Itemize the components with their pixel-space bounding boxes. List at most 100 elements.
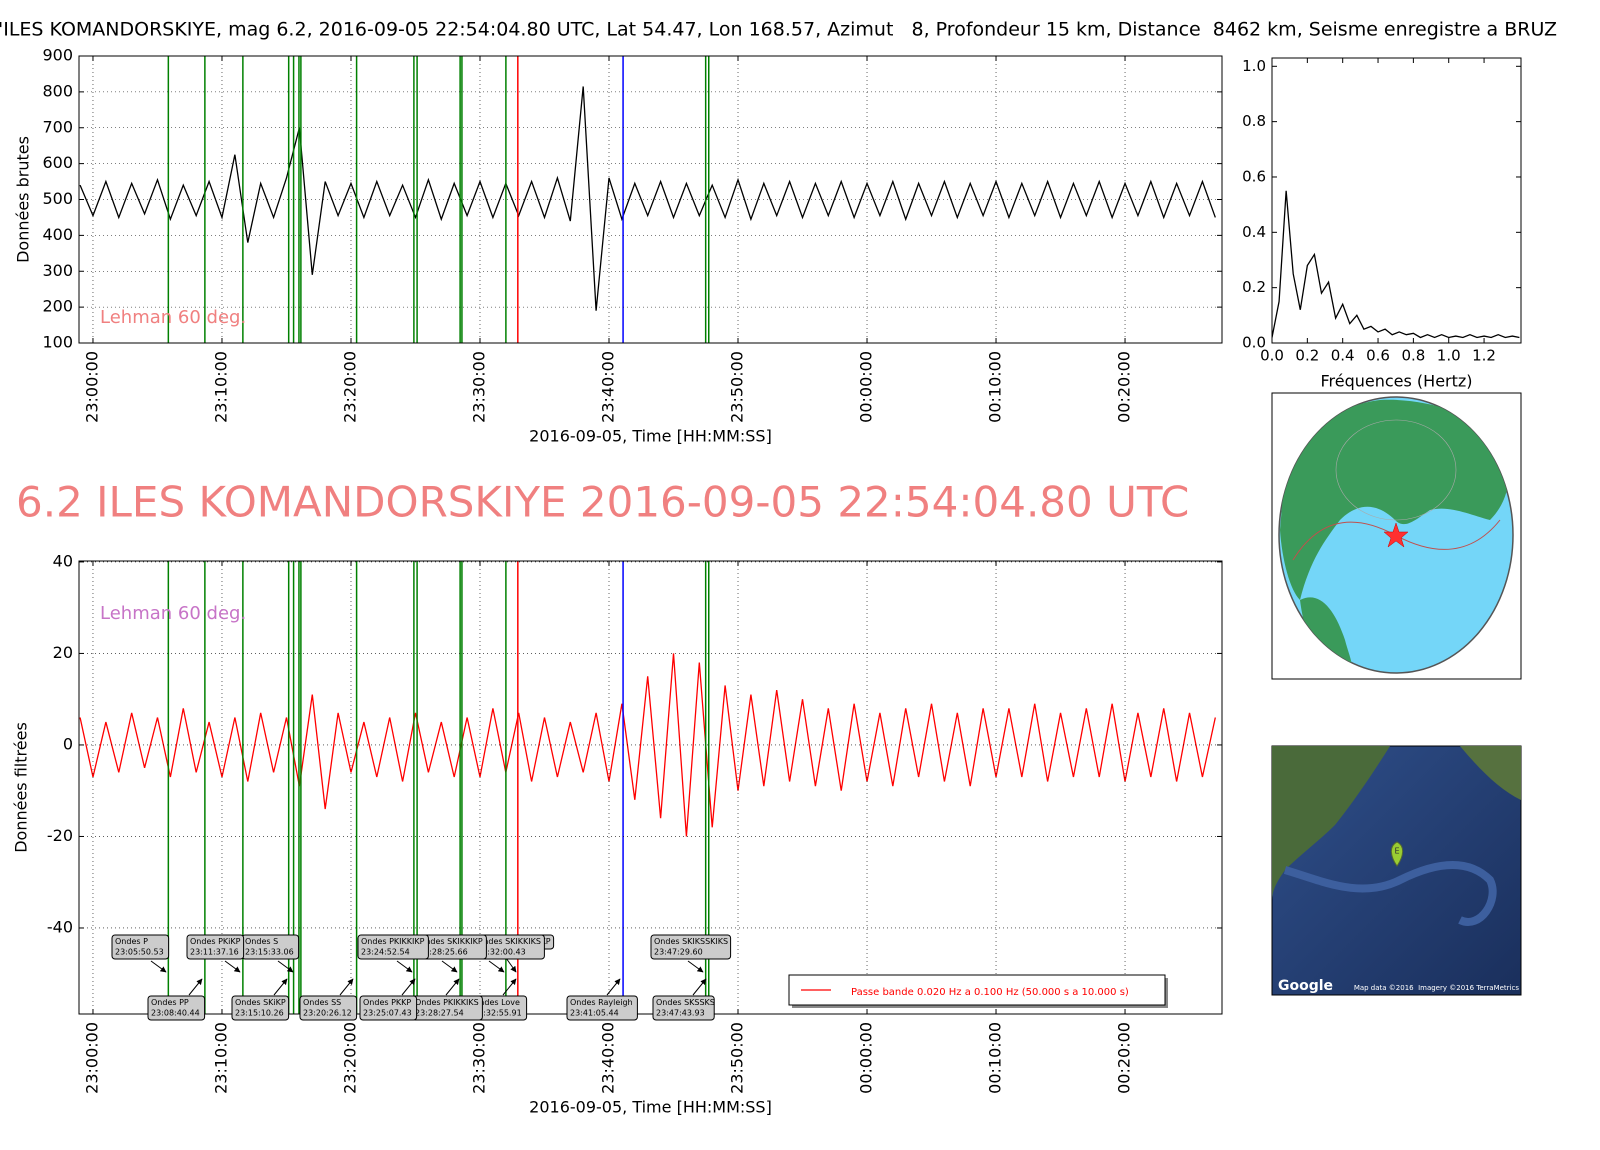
phase-time: 23:15:10.26: [235, 1009, 284, 1018]
globe-map: [1271, 392, 1522, 680]
x-axis-label: 2016-09-05, Time [HH:MM:SS]: [529, 427, 772, 446]
phase-label-box: [566, 995, 638, 1021]
phase-label-box: [111, 934, 170, 960]
x-tick-label: 23:50:00: [728, 351, 747, 423]
phase-time: 23:11:37.16: [190, 948, 239, 957]
phase-label-box: [650, 934, 732, 960]
y-tick-label: 0.2: [1242, 278, 1266, 296]
phase-name: Ondes PKIKKIKS: [415, 998, 479, 1007]
phase-arrow: [401, 978, 416, 996]
y-tick-label: 600: [42, 153, 73, 172]
y-tick-label: 40: [53, 551, 73, 570]
phase-label-box: [231, 995, 290, 1021]
phase-name: Ondes SKSSKS: [656, 998, 715, 1007]
figure-title: 'ILES KOMANDORSKIYE, mag 6.2, 2016-09-05…: [0, 19, 1557, 41]
phase-name: Ondes SKIKSSKIKS: [654, 937, 728, 946]
phase-label-box: [652, 995, 715, 1021]
phase-name: Ondes PKKP: [363, 998, 411, 1007]
phase-arrow: [339, 978, 354, 996]
x-tick-label: 00:00:00: [857, 351, 876, 423]
y-tick-label: 200: [42, 297, 73, 316]
phase-time: 23:47:43.93: [656, 1009, 705, 1018]
y-tick-label: 0.8: [1242, 112, 1266, 130]
x-tick-label: 23:40:00: [599, 1022, 618, 1094]
data-line: [79, 653, 1216, 837]
phase-label-box: [299, 995, 358, 1021]
x-tick-label: 00:20:00: [1115, 351, 1134, 423]
x-tick-label: 00:10:00: [986, 351, 1005, 423]
x-tick-label: 0.2: [1295, 347, 1319, 365]
phase-arrow: [188, 978, 203, 996]
phase-name: Ondes SKIKKIKS: [477, 937, 541, 946]
legend-box: [788, 974, 1166, 1006]
y-tick-label: -20: [47, 826, 73, 845]
y-tick-label: 0: [63, 734, 73, 753]
x-tick-label: 00:10:00: [986, 1022, 1005, 1094]
y-tick-label: 0.4: [1242, 223, 1266, 241]
phase-time: 23:05:50.53: [115, 948, 164, 957]
phase-time: 23:32:00.43: [477, 948, 526, 957]
x-axis-label: 2016-09-05, Time [HH:MM:SS]: [529, 1098, 772, 1117]
map-attribution: Map data ©2016 Imagery ©2016 TerraMetric…: [1354, 984, 1520, 992]
phase-arrow: [396, 960, 413, 973]
annotation: Lehman 60 deg.: [100, 307, 246, 328]
phase-name: Ondes P: [115, 937, 148, 946]
phase-label-box: [186, 934, 245, 960]
x-tick-label: 00:20:00: [1115, 1022, 1134, 1094]
y-tick-label: 100: [42, 333, 73, 352]
satellite-map: E Google Map data ©2016 Imagery ©2016 Te…: [1271, 745, 1522, 996]
data-line: [1272, 190, 1520, 339]
x-tick-label: 23:00:00: [82, 1022, 101, 1094]
y-tick-label: 700: [42, 117, 73, 136]
phase-arrow: [150, 960, 167, 973]
phase-name: Ondes Rayleigh: [570, 998, 633, 1007]
phase-time: 23:15:33.06: [245, 948, 294, 957]
phase-time: 23:28:27.54: [415, 1009, 464, 1018]
y-tick-label: 400: [42, 225, 73, 244]
phase-arrow: [224, 960, 241, 973]
x-axis-label: Fréquences (Hertz): [1320, 372, 1472, 391]
headline: 6.2 ILES KOMANDORSKIYE 2016-09-05 22:54:…: [16, 478, 1189, 527]
x-tick-label: 23:40:00: [599, 351, 618, 423]
x-tick-label: 23:10:00: [211, 1022, 230, 1094]
plot-frame: [78, 55, 1223, 344]
plot-frame: [1271, 57, 1522, 344]
phase-name: Ondes SKiKP: [235, 998, 286, 1007]
legend-label: Passe bande 0.020 Hz a 0.100 Hz (50.000 …: [851, 987, 1129, 998]
y-axis-label: Données brutes: [14, 136, 33, 263]
y-tick-label: 800: [42, 81, 73, 100]
y-tick-label: -40: [47, 917, 73, 936]
phase-name: Ondes Love: [473, 998, 520, 1007]
y-tick-label: 20: [53, 643, 73, 662]
phase-arrow: [502, 978, 517, 996]
phase-arrow: [488, 960, 505, 973]
phase-time: 23:20:26.12: [303, 1009, 352, 1018]
x-tick-label: 23:20:00: [340, 351, 359, 423]
phase-arrow: [277, 960, 294, 973]
y-tick-label: 0.0: [1242, 334, 1266, 352]
x-tick-label: 23:30:00: [469, 1022, 488, 1094]
y-axis-label: Données filtrées: [12, 722, 31, 853]
phase-time: 23:25:07.43: [363, 1009, 412, 1018]
x-tick-label: 00:00:00: [857, 1022, 876, 1094]
phase-time: 23:47:29.60: [654, 948, 703, 957]
data-line: [79, 86, 1216, 311]
phase-arrow: [692, 978, 707, 996]
x-tick-label: 0.4: [1331, 347, 1355, 365]
phase-labels: Ondes SKSSKS 23:47:43.93 Ondes SKIKSSKIKS 2…: [111, 934, 732, 1021]
phase-time: 23:28:25.66: [419, 948, 468, 957]
phase-label-box: [359, 995, 418, 1021]
phase-name: Ondes S: [245, 937, 278, 946]
map-marker-label: E: [1394, 847, 1399, 856]
plot-area: [1272, 190, 1520, 339]
plot-frame: [78, 560, 1223, 1015]
phase-label-box: [147, 995, 206, 1021]
phase-arrow: [445, 978, 460, 996]
y-tick-label: 0.6: [1242, 167, 1266, 185]
phase-arrow: [273, 978, 288, 996]
x-tick-label: 1.0: [1437, 347, 1461, 365]
phase-label-box: [357, 934, 429, 960]
phase-name: Ondes SKIKKIKP: [419, 937, 483, 946]
phase-time: 23:08:40.44: [151, 1009, 200, 1018]
phase-name: Ondes PKiKP: [190, 937, 241, 946]
